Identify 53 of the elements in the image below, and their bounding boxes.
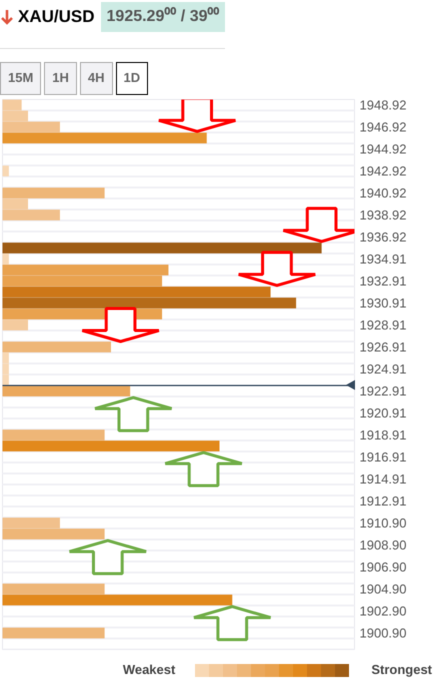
bar bbox=[2, 594, 232, 606]
bar bbox=[2, 298, 296, 308]
bar bbox=[2, 166, 9, 176]
y-tick-label: 1916.91 bbox=[360, 450, 406, 464]
y-tick-label: 1924.91 bbox=[360, 362, 406, 376]
bar bbox=[2, 198, 28, 210]
bar bbox=[2, 132, 207, 144]
chart-subtitle: 1925.29⁰⁰ / 39⁰⁰ bbox=[100, 2, 226, 32]
y-tick-label: 1902.90 bbox=[360, 604, 406, 618]
y-tick-label: 1944.92 bbox=[360, 142, 406, 156]
y-tick-label: 1908.90 bbox=[360, 538, 406, 552]
y-tick-label: 1910.90 bbox=[360, 516, 406, 530]
bar bbox=[2, 518, 60, 528]
bar bbox=[2, 188, 105, 198]
bar bbox=[2, 210, 60, 220]
bar bbox=[2, 528, 105, 540]
y-tick-label: 1904.90 bbox=[360, 582, 406, 596]
bar bbox=[2, 584, 105, 594]
y-tick-label: 1900.90 bbox=[360, 626, 406, 640]
y-tick-label: 1912.91 bbox=[360, 494, 406, 508]
text: 15M bbox=[0, 62, 42, 95]
bar bbox=[2, 628, 105, 638]
y-tick-label: 1940.92 bbox=[360, 186, 406, 200]
y-tick-label: 1926.91 bbox=[360, 340, 406, 354]
chart-title: XAU/USD bbox=[18, 6, 95, 28]
y-tick-label: 1930.91 bbox=[360, 296, 406, 310]
y-tick-label: 1938.92 bbox=[360, 208, 406, 222]
text: Strongest bbox=[371, 661, 432, 679]
y-tick-label: 1942.92 bbox=[360, 164, 406, 178]
y-tick-label: 1922.91 bbox=[360, 384, 406, 398]
y-tick-label: 1934.91 bbox=[360, 252, 406, 266]
bar bbox=[2, 286, 271, 298]
y-tick-label: 1936.92 bbox=[360, 230, 406, 244]
y-tick-label: 1906.90 bbox=[360, 560, 406, 574]
y-tick-label: 1946.92 bbox=[360, 120, 406, 134]
bar bbox=[2, 342, 112, 352]
bar bbox=[2, 122, 60, 132]
y-tick-label: 1918.91 bbox=[360, 428, 406, 442]
bar bbox=[2, 440, 220, 452]
text: 4H bbox=[80, 62, 113, 95]
bar bbox=[2, 242, 322, 254]
y-tick-label: 1920.91 bbox=[360, 406, 406, 420]
bar bbox=[2, 386, 130, 396]
bar bbox=[2, 254, 9, 264]
text: 1D bbox=[116, 62, 148, 95]
bar bbox=[2, 320, 28, 330]
text: Weakest bbox=[122, 661, 176, 679]
y-tick-label: 1914.91 bbox=[360, 472, 406, 486]
y-tick-label: 1932.91 bbox=[360, 274, 406, 288]
y-tick-label: 1948.92 bbox=[360, 98, 406, 112]
text: 1H bbox=[44, 62, 77, 95]
y-tick-label: 1928.91 bbox=[360, 318, 406, 332]
bar bbox=[2, 430, 105, 440]
